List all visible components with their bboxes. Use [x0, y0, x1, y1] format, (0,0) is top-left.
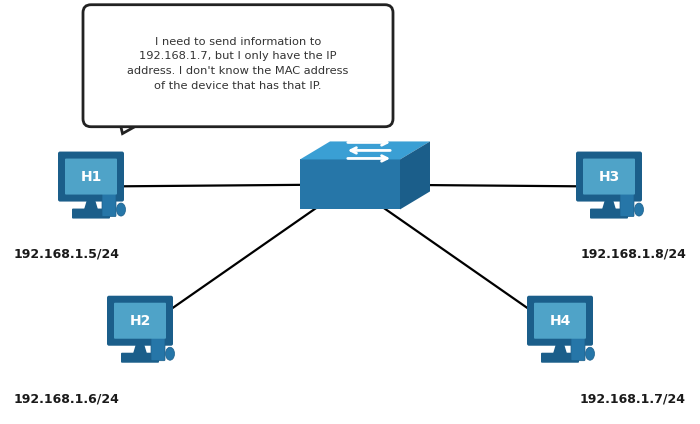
Text: 192.168.1.5/24: 192.168.1.5/24 [14, 248, 120, 261]
FancyBboxPatch shape [571, 337, 585, 361]
Text: I need to send information to
192.168.1.7, but I only have the IP
address. I don: I need to send information to 192.168.1.… [127, 36, 349, 91]
Ellipse shape [634, 203, 643, 216]
FancyBboxPatch shape [72, 209, 110, 218]
Ellipse shape [165, 347, 174, 360]
Text: H1: H1 [80, 170, 101, 184]
Polygon shape [121, 99, 147, 117]
FancyBboxPatch shape [534, 303, 586, 339]
Ellipse shape [116, 203, 125, 216]
Polygon shape [119, 119, 149, 134]
Text: 192.168.1.6/24: 192.168.1.6/24 [14, 392, 120, 405]
Text: H3: H3 [598, 170, 620, 184]
Text: 192.168.1.7/24: 192.168.1.7/24 [580, 392, 686, 405]
Polygon shape [300, 159, 400, 209]
FancyBboxPatch shape [102, 192, 116, 217]
Text: H4: H4 [550, 314, 570, 328]
FancyBboxPatch shape [576, 151, 642, 201]
Polygon shape [84, 200, 98, 209]
FancyBboxPatch shape [151, 337, 165, 361]
Polygon shape [133, 344, 147, 354]
FancyBboxPatch shape [541, 353, 579, 363]
FancyBboxPatch shape [65, 159, 117, 195]
FancyBboxPatch shape [583, 159, 635, 195]
FancyBboxPatch shape [590, 209, 628, 218]
FancyBboxPatch shape [527, 296, 593, 346]
Polygon shape [300, 142, 430, 159]
FancyBboxPatch shape [121, 353, 159, 363]
FancyBboxPatch shape [620, 192, 634, 217]
Polygon shape [553, 344, 567, 354]
FancyBboxPatch shape [107, 296, 173, 346]
Text: H2: H2 [130, 314, 150, 328]
Ellipse shape [585, 347, 594, 360]
Polygon shape [602, 200, 616, 209]
Text: 192.168.1.8/24: 192.168.1.8/24 [580, 248, 686, 261]
FancyBboxPatch shape [58, 151, 124, 201]
FancyBboxPatch shape [83, 5, 393, 127]
FancyBboxPatch shape [114, 303, 166, 339]
Polygon shape [400, 142, 430, 209]
